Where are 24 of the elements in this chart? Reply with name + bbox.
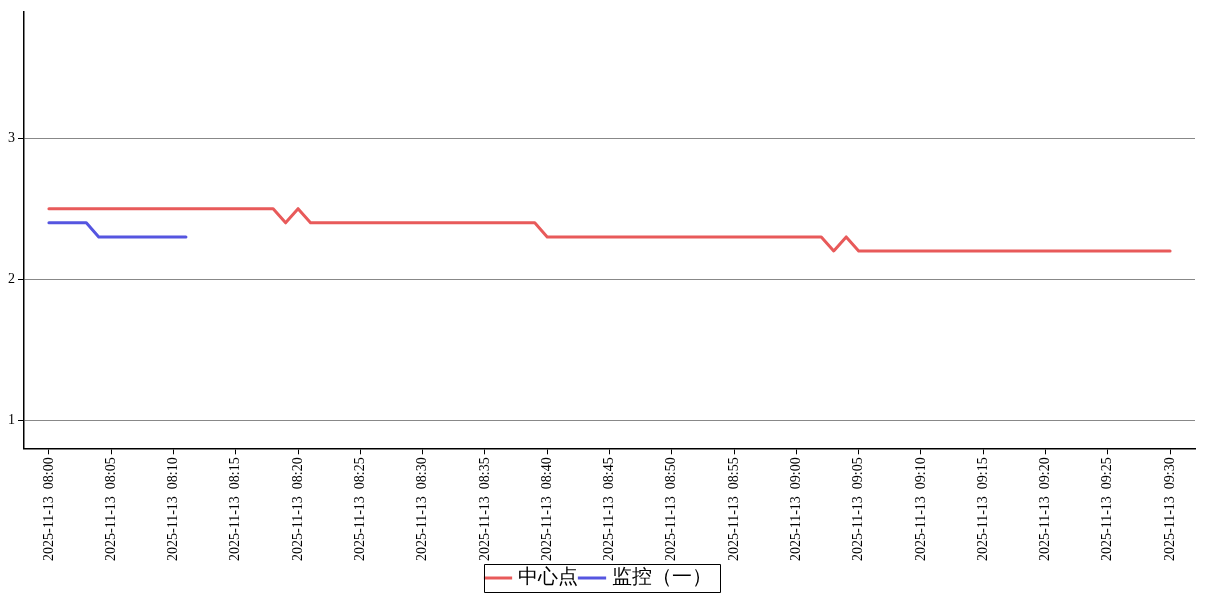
y-tick-label: 3 <box>8 129 15 145</box>
legend-label: 监控（一） <box>612 565 712 588</box>
x-tick-label: 2025-11-13 08:15 <box>227 457 243 562</box>
y-tick-label: 2 <box>8 270 15 286</box>
x-tick-label: 2025-11-13 08:00 <box>40 457 56 562</box>
x-tick-label: 2025-11-13 09:20 <box>1037 457 1053 562</box>
x-tick-label: 2025-11-13 09:15 <box>974 457 990 562</box>
x-tick-label: 2025-11-13 08:25 <box>352 457 368 562</box>
x-tick-label: 2025-11-13 08:20 <box>289 457 305 562</box>
x-tick-label: 2025-11-13 08:35 <box>476 457 492 562</box>
x-tick-label: 2025-11-13 09:05 <box>850 457 866 562</box>
x-tick-label: 2025-11-13 08:05 <box>102 457 118 562</box>
x-tick-label: 2025-11-13 08:45 <box>601 457 617 562</box>
x-tick-label: 2025-11-13 08:40 <box>538 457 554 562</box>
x-tick-label: 2025-11-13 09:25 <box>1099 457 1115 562</box>
x-tick-label: 2025-11-13 08:30 <box>414 457 430 562</box>
x-tick-label: 2025-11-13 09:10 <box>912 457 928 562</box>
y-tick-label: 1 <box>8 411 15 427</box>
legend-label: 中心点 <box>518 565 578 588</box>
x-tick-label: 2025-11-13 09:00 <box>788 457 804 562</box>
x-tick-label: 2025-11-13 08:10 <box>165 457 181 562</box>
x-tick-label: 2025-11-13 08:55 <box>725 457 741 562</box>
x-tick-label: 2025-11-13 09:30 <box>1161 457 1177 562</box>
x-tick-label: 2025-11-13 08:50 <box>663 457 679 562</box>
